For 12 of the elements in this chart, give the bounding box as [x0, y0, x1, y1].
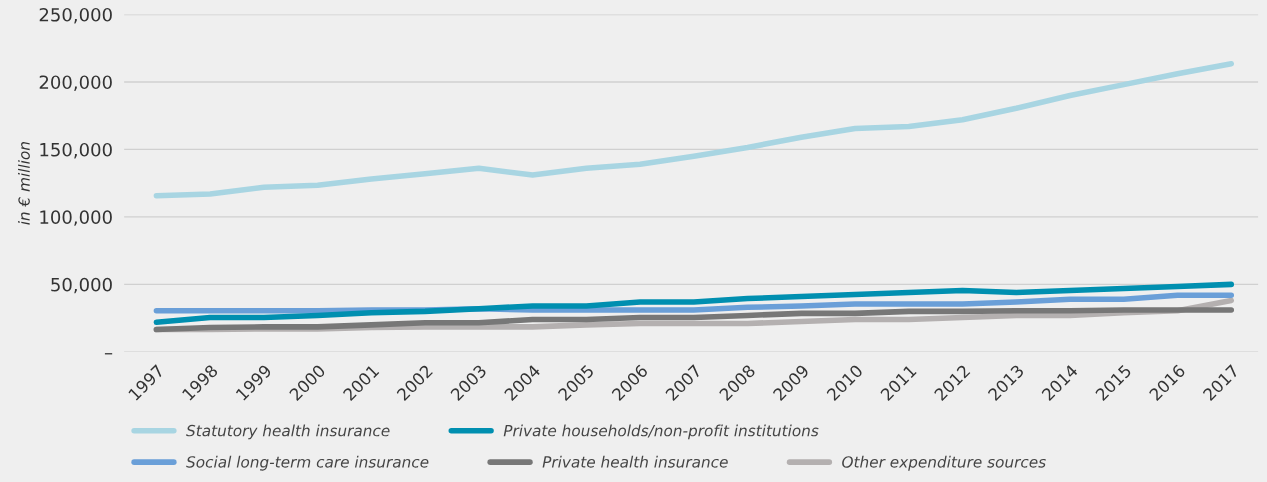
- legend-label: Private households/non-profit institutions: [503, 424, 819, 440]
- y-tick-label: 200,000: [39, 75, 112, 91]
- legend-label: Private health insurance: [542, 455, 728, 468]
- legend-label: Other expenditure sources: [842, 455, 1046, 471]
- y-tick-label: 50,000: [51, 277, 112, 294]
- y-tick-label: 100,000: [40, 210, 112, 226]
- y-tick-label: 150,000: [40, 142, 112, 159]
- legend-label: Statutory health insurance: [186, 424, 390, 440]
- y-axis-title: in € million: [18, 142, 30, 225]
- legend-label: Social long-term care insurance: [186, 455, 429, 471]
- y-tick-label: –: [104, 353, 113, 355]
- y-tick-label: 250,000: [39, 7, 112, 24]
